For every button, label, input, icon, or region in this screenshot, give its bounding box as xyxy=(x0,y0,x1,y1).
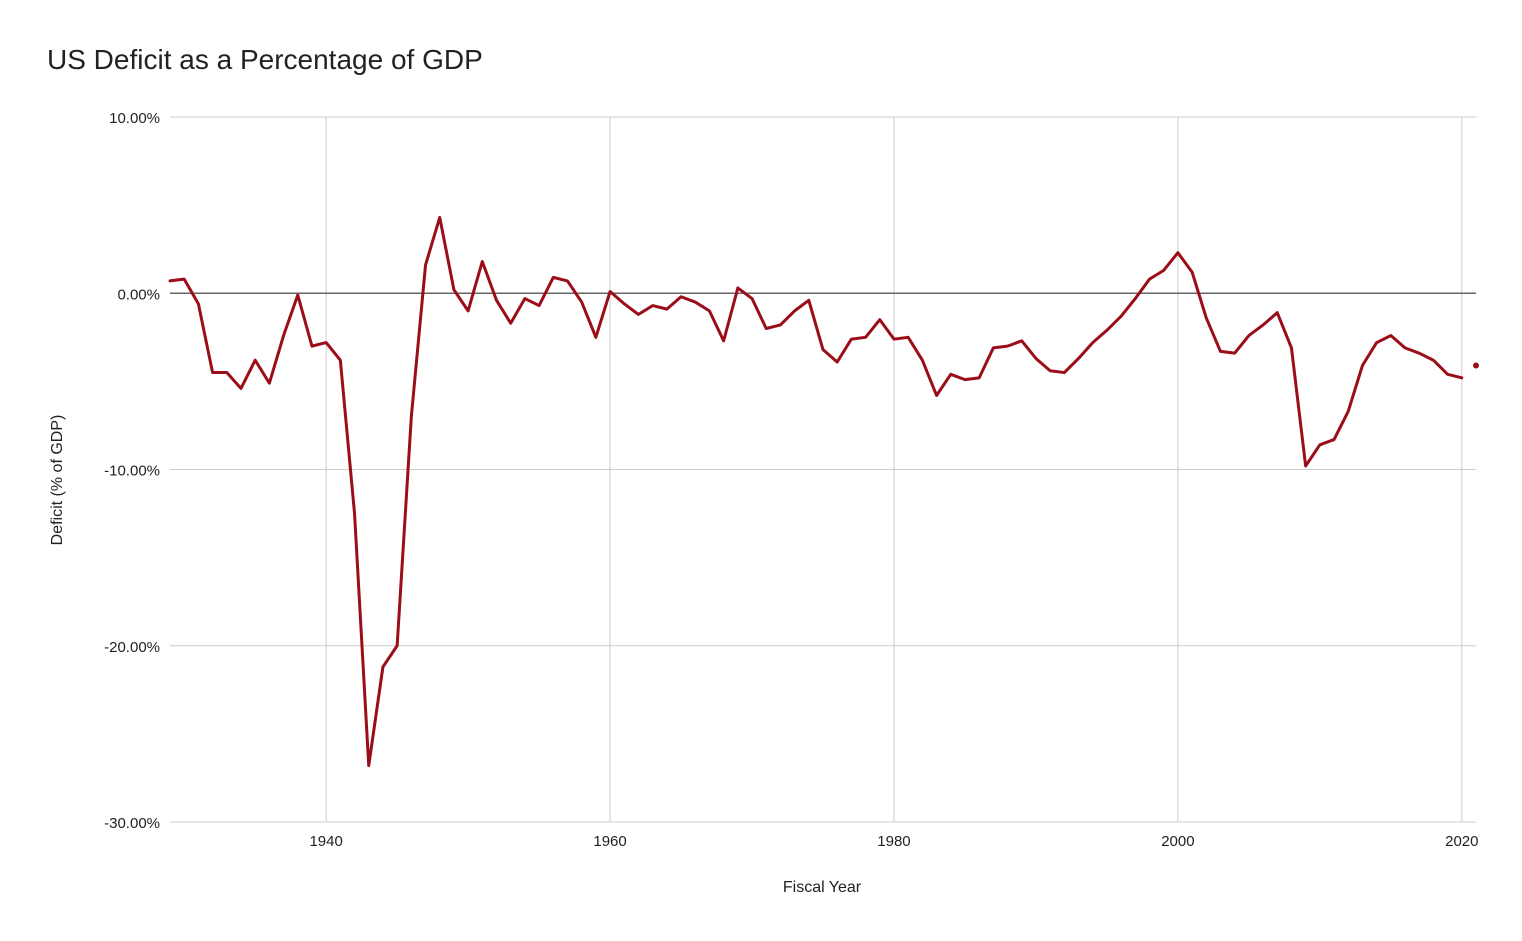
chart-title: US Deficit as a Percentage of GDP xyxy=(47,44,483,75)
y-tick-label: 10.00% xyxy=(109,110,160,127)
x-tick-label: 1940 xyxy=(309,833,342,850)
x-tick-label: 2020 xyxy=(1445,833,1478,850)
y-tick-label: -20.00% xyxy=(104,639,160,656)
y-axis-ticks: 10.00% 0.00% -10.00% -20.00% -30.00% xyxy=(104,110,160,832)
data-point xyxy=(1473,362,1479,369)
series-layer xyxy=(168,215,1479,768)
x-axis-label: Fiscal Year xyxy=(783,879,862,896)
x-axis-ticks: 1940 1960 1980 2000 2020 xyxy=(309,833,1478,850)
gridlines xyxy=(170,116,1476,823)
y-tick-label: -30.00% xyxy=(104,815,160,832)
y-axis-label: Deficit (% of GDP) xyxy=(49,415,66,546)
y-tick-label: 0.00% xyxy=(117,286,160,303)
y-tick-label: -10.00% xyxy=(104,463,160,480)
series-line xyxy=(168,215,1464,768)
x-tick-label: 1980 xyxy=(877,833,910,850)
x-tick-label: 1960 xyxy=(593,833,626,850)
x-tick-label: 2000 xyxy=(1161,833,1194,850)
